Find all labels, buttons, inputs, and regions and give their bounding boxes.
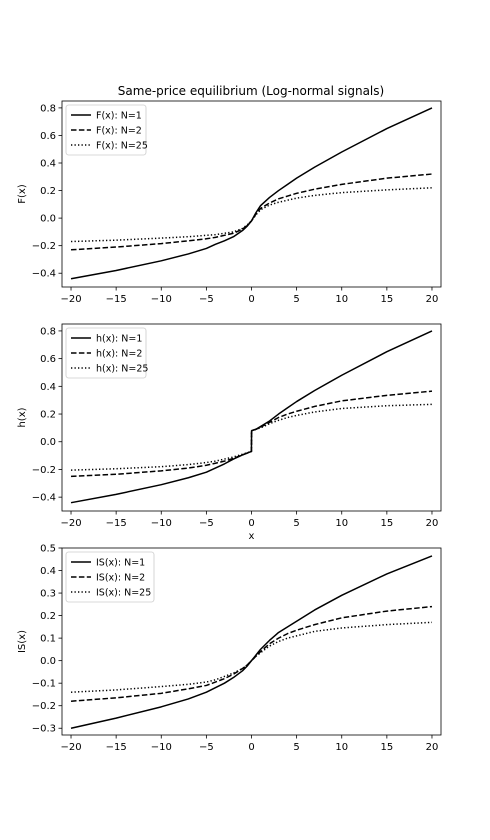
y-tick-label: 0.5 [40,544,56,555]
y-tick-label: 0.3 [40,589,56,600]
series-line-dotted [70,187,433,243]
y-tick-label: 0.4 [40,382,56,393]
axes-frame [61,323,442,512]
x-tick-label: −15 [106,742,127,753]
y-tick-label: 0.6 [40,131,56,142]
x-tick-label: 20 [426,294,439,305]
panels: −20 −15 −10 −5 0 5 10 15 20 −0.4 −0.2 0.0 0.2 0.4 0.6 0… [17,100,442,753]
x-tick-label: −15 [106,518,127,529]
x-tick-label: 15 [380,518,393,529]
x-tick-label: 0 [248,294,254,305]
x-tick-label: −20 [60,518,81,529]
x-tick-label: 5 [293,518,299,529]
y-axis-label: IS(x) [17,630,28,653]
x-tick-label: 0 [248,518,254,529]
legend: F(x): N=1 F(x): N=2 F(x): N=25 [65,104,148,156]
x-tick-label: 10 [335,294,348,305]
x-tick-label: −10 [151,294,172,305]
panel-1: −20 −15 −10 −5 0 5 10 15 20 −0.4 −0.2 0.0 0.2 0.4 0.6 0… [17,100,442,305]
y-tick-label: 0.6 [40,354,56,365]
axes-frame [61,100,442,288]
legend: IS(x): N=1 IS(x): N=2 IS(x): N=25 [65,551,155,603]
y-tick-label: 0.2 [40,186,56,197]
y-tick-label: 0.0 [40,214,56,225]
legend: h(x): N=1 h(x): N=2 h(x): N=25 [65,327,148,379]
y-tick-label: 0.2 [40,611,56,622]
y-tick-label: 0.8 [40,103,56,114]
series-line-dashed [70,605,433,702]
y-tick-label: 0.8 [40,326,56,337]
x-tick-label: −20 [60,294,81,305]
panel-3: −20 −15 −10 −5 0 5 10 15 20 −0.3 −0.2 −0.1 0.0 0.1 0.2… [17,544,442,753]
y-tick-label: 0.0 [40,437,56,448]
y-tick-label: 0.4 [40,566,56,577]
legend-box [65,551,155,603]
y-tick-label: −0.1 [32,679,56,690]
panel-2: −20 −15 −10 −5 0 5 10 15 20 −0.4 −0.2 0.0 0.2 0.4 0.6 0… [17,323,442,542]
y-tick-label: −0.2 [32,701,56,712]
legend-label: h(x): N=1 [96,334,142,345]
series-line-solid [70,330,433,504]
x-axis-label: x [249,531,255,542]
legend-box [65,104,147,156]
y-tick-label: 0.2 [40,410,56,421]
y-tick-label: 0.4 [40,159,56,170]
y-tick-label: 0.1 [40,634,56,645]
y-tick-label: −0.4 [32,493,56,504]
x-tick-label: 20 [426,742,439,753]
y-axis-label: h(x) [17,407,28,427]
legend-label: F(x): N=25 [96,141,148,152]
legend-label: h(x): N=25 [96,364,148,375]
y-tick-label: −0.2 [32,241,56,252]
legend-label: F(x): N=2 [96,126,142,137]
series-line-dashed [70,173,433,251]
x-tick-label: −20 [60,742,81,753]
x-tick-label: 0 [248,742,254,753]
x-tick-label: −15 [106,294,127,305]
y-tick-label: −0.4 [32,269,56,280]
figure-title: Same-price equilibrium (Log-normal signa… [118,84,384,98]
x-tick-label: −10 [151,742,172,753]
series-line-dotted [70,403,433,471]
legend-label: h(x): N=2 [96,349,142,360]
y-axis-label: F(x) [17,184,28,204]
x-tick-label: −5 [199,294,214,305]
y-tick-label: −0.2 [32,465,56,476]
legend-label: IS(x): N=2 [96,573,145,584]
legend-label: IS(x): N=25 [96,588,151,599]
y-tick-label: 0.0 [40,656,56,667]
x-tick-label: 5 [293,742,299,753]
x-tick-label: 10 [335,742,348,753]
x-tick-label: 15 [380,742,393,753]
x-tick-label: 15 [380,294,393,305]
series-line-dotted [70,621,433,693]
x-tick-label: −5 [199,742,214,753]
series-line-dashed [70,390,433,478]
x-tick-label: 20 [426,518,439,529]
x-tick-label: 10 [335,518,348,529]
legend-label: F(x): N=1 [96,111,142,122]
x-tick-label: 5 [293,294,299,305]
y-tick-label: −0.3 [32,724,56,735]
axes-frame [61,547,442,736]
legend-box [65,327,147,379]
x-tick-label: −10 [151,518,172,529]
legend-label: IS(x): N=1 [96,558,145,569]
x-tick-label: −5 [199,518,214,529]
